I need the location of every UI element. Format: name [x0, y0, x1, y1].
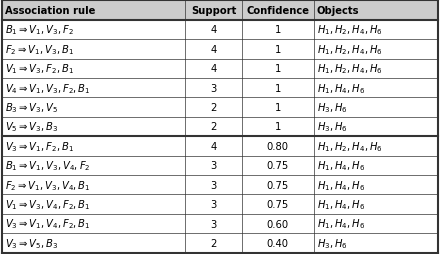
Text: 3: 3: [210, 219, 216, 229]
Text: 1: 1: [275, 64, 281, 74]
Text: 1: 1: [275, 83, 281, 93]
Text: $F_2 \Rightarrow V_1, V_3, B_1$: $F_2 \Rightarrow V_1, V_3, B_1$: [5, 43, 74, 56]
Text: $V_1 \Rightarrow V_3, V_4, F_2, B_1$: $V_1 \Rightarrow V_3, V_4, F_2, B_1$: [5, 198, 91, 211]
Text: $V_5 \Rightarrow V_3, B_3$: $V_5 \Rightarrow V_3, B_3$: [5, 120, 59, 134]
Text: 0.40: 0.40: [267, 238, 289, 248]
Text: $H_1, H_4, H_6$: $H_1, H_4, H_6$: [317, 178, 365, 192]
Text: $H_1, H_2, H_4, H_6$: $H_1, H_2, H_4, H_6$: [317, 62, 382, 76]
Text: $H_1, H_2, H_4, H_6$: $H_1, H_2, H_4, H_6$: [317, 43, 382, 56]
Text: 0.75: 0.75: [267, 180, 289, 190]
Text: $H_1, H_4, H_6$: $H_1, H_4, H_6$: [317, 198, 365, 211]
Text: $B_1 \Rightarrow V_1, V_3, F_2$: $B_1 \Rightarrow V_1, V_3, F_2$: [5, 23, 74, 37]
Text: $H_1, H_4, H_6$: $H_1, H_4, H_6$: [317, 159, 365, 172]
Text: $H_3, H_6$: $H_3, H_6$: [317, 120, 348, 134]
Text: $H_1, H_4, H_6$: $H_1, H_4, H_6$: [317, 217, 365, 231]
Text: 1: 1: [275, 103, 281, 113]
Text: 1: 1: [275, 122, 281, 132]
Text: 3: 3: [210, 161, 216, 171]
Text: 2: 2: [210, 122, 216, 132]
Text: 3: 3: [210, 180, 216, 190]
Text: 1: 1: [275, 25, 281, 35]
Text: 2: 2: [210, 238, 216, 248]
Text: Objects: Objects: [317, 6, 359, 16]
Text: 1: 1: [275, 45, 281, 55]
Text: 4: 4: [210, 45, 216, 55]
Text: $H_3, H_6$: $H_3, H_6$: [317, 236, 348, 250]
Text: $B_3 \Rightarrow V_3, V_5$: $B_3 \Rightarrow V_3, V_5$: [5, 101, 59, 115]
Text: 0.75: 0.75: [267, 161, 289, 171]
Text: $F_2 \Rightarrow V_1, V_3, V_4, B_1$: $F_2 \Rightarrow V_1, V_3, V_4, B_1$: [5, 178, 91, 192]
Text: 4: 4: [210, 25, 216, 35]
Text: $H_1, H_2, H_4, H_6$: $H_1, H_2, H_4, H_6$: [317, 139, 382, 153]
Text: 3: 3: [210, 83, 216, 93]
Text: $B_1 \Rightarrow V_1, V_3, V_4, F_2$: $B_1 \Rightarrow V_1, V_3, V_4, F_2$: [5, 159, 91, 172]
Text: 0.75: 0.75: [267, 199, 289, 209]
Text: $V_3 \Rightarrow V_1, V_4, F_2, B_1$: $V_3 \Rightarrow V_1, V_4, F_2, B_1$: [5, 217, 91, 231]
Text: $V_4 \Rightarrow V_1, V_3, F_2, B_1$: $V_4 \Rightarrow V_1, V_3, F_2, B_1$: [5, 82, 91, 95]
Text: $H_1, H_2, H_4, H_6$: $H_1, H_2, H_4, H_6$: [317, 23, 382, 37]
Text: $V_3 \Rightarrow V_1, F_2, B_1$: $V_3 \Rightarrow V_1, F_2, B_1$: [5, 139, 74, 153]
Text: $H_1, H_4, H_6$: $H_1, H_4, H_6$: [317, 82, 365, 95]
Text: $H_3, H_6$: $H_3, H_6$: [317, 101, 348, 115]
Text: 0.80: 0.80: [267, 141, 289, 151]
Text: Support: Support: [191, 6, 236, 16]
Text: 2: 2: [210, 103, 216, 113]
Text: $V_1 \Rightarrow V_3, F_2, B_1$: $V_1 \Rightarrow V_3, F_2, B_1$: [5, 62, 74, 76]
Text: Association rule: Association rule: [5, 6, 95, 16]
Text: $V_3 \Rightarrow V_5, B_3$: $V_3 \Rightarrow V_5, B_3$: [5, 236, 59, 250]
Text: 4: 4: [210, 141, 216, 151]
Text: 4: 4: [210, 64, 216, 74]
Text: 0.60: 0.60: [267, 219, 289, 229]
Text: Confidence: Confidence: [246, 6, 309, 16]
Text: 3: 3: [210, 199, 216, 209]
